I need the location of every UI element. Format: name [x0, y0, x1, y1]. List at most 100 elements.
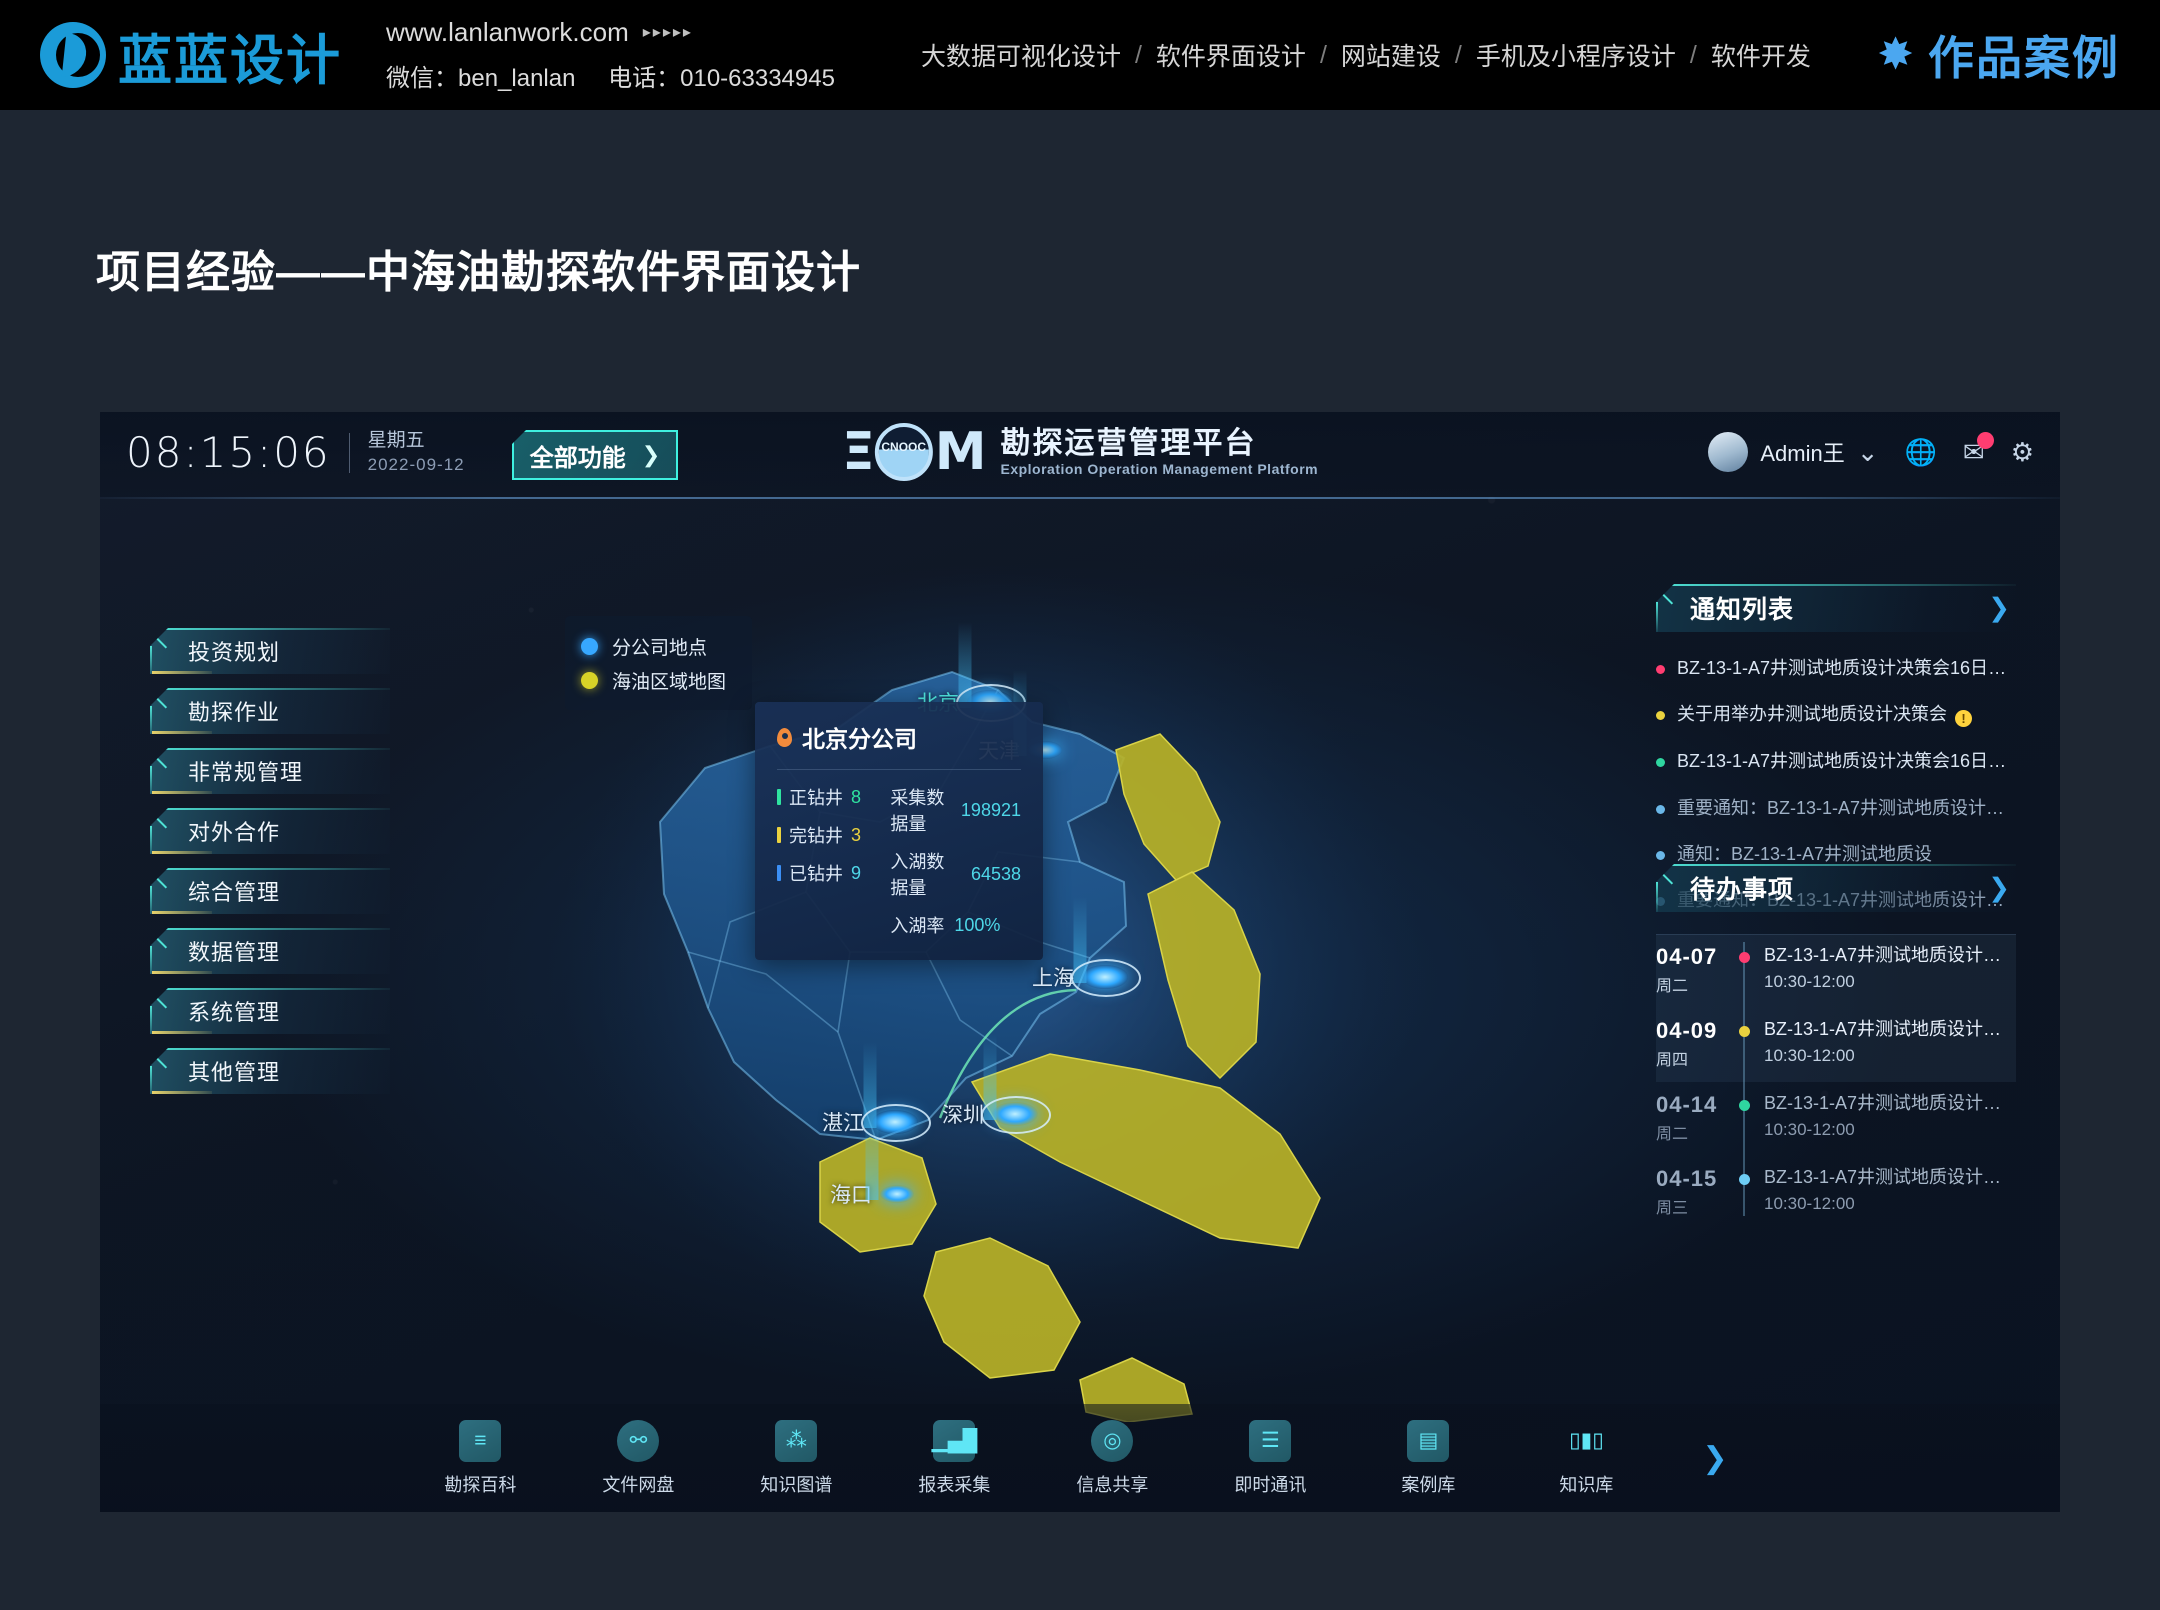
legend-item-branch-location[interactable]: 分公司地点 — [581, 629, 726, 663]
promo-nav-item-3[interactable]: 手机及小程序设计 — [1475, 43, 1676, 71]
website-url[interactable]: www.lanlanwork.com — [386, 17, 629, 47]
legend-item-offshore-region[interactable]: 海油区域地图 — [581, 663, 726, 697]
promo-bar: 蓝蓝设计 www.lanlanwork.com ▸▸▸▸▸ 微信：ben_lan… — [0, 0, 2160, 110]
todo-item[interactable]: 04-07 周二 BZ-13-1-A7井测试地质设计决策会16日 10:30-1… — [1656, 934, 2016, 1008]
tool-information-sharing[interactable]: ◎ 信息共享 — [1064, 1419, 1160, 1497]
well-stats-column: 正钻井 8 完钻井 3 已钻井 9 — [777, 784, 868, 938]
map-city-shanghai[interactable]: 上海 — [1032, 897, 1141, 997]
metric-lake-rate: 入湖率 100% — [890, 912, 1021, 938]
stat-label: 正钻井 — [789, 788, 843, 808]
platform-title-en: Exploration Operation Management Platfor… — [1000, 461, 1319, 478]
todo-date: 04-14 — [1656, 1092, 1718, 1117]
chat-bubble-icon: ◎ — [1091, 1419, 1134, 1462]
chevron-right-icon: ❯ — [641, 442, 661, 467]
all-functions-button[interactable]: 全部功能 ❯ — [512, 430, 678, 480]
todo-list: 04-07 周二 BZ-13-1-A7井测试地质设计决策会16日 10:30-1… — [1656, 934, 2016, 1230]
metric-value: 64538 — [970, 863, 1021, 884]
tool-label: 信息共享 — [1076, 1474, 1149, 1495]
chevron-down-icon[interactable]: ⌄ — [1856, 437, 1879, 467]
promo-nav-item-4[interactable]: 软件开发 — [1710, 43, 1811, 71]
sidebar-item-other-management[interactable]: 其他管理 — [150, 1048, 390, 1094]
city-marker-icon — [861, 1104, 931, 1142]
city-beam-icon — [865, 1114, 879, 1200]
todo-title: 待办事项 — [1690, 876, 1795, 904]
sidebar-item-external-cooperation[interactable]: 对外合作 — [150, 808, 390, 854]
promo-nav-item-0[interactable]: 大数据可视化设计 — [920, 43, 1121, 71]
map-city-zhanjiang[interactable]: 湛江 — [822, 1042, 931, 1142]
notification-item[interactable]: BZ-13-1-A7井测试地质设计决策会16日14点开始NEW — [1656, 656, 2016, 680]
header-user-area: Admin王 ⌄ 🌐 ✉ ⚙ — [1708, 432, 2034, 472]
metric-label: 入湖数据量 — [890, 852, 945, 898]
stat-tick-icon — [777, 789, 781, 805]
notification-item[interactable]: BZ-13-1-A7井测试地质设计决策会16日14点开始! — [1656, 749, 2016, 773]
notification-item[interactable]: 通知：BZ-13-1-A7井测试地质设 — [1656, 842, 2016, 866]
phone-contact: 电话：010-63334945 — [608, 64, 835, 92]
sidebar-item-exploration-operation[interactable]: 勘探作业 — [150, 688, 390, 734]
sidebar-item-comprehensive-management[interactable]: 综合管理 — [150, 868, 390, 914]
todo-weekday: 周三 — [1656, 1200, 1689, 1217]
notifications-panel: 通知列表 ❯ BZ-13-1-A7井测试地质设计决策会16日14点开始NEW 关… — [1656, 584, 2016, 936]
promo-nav-item-2[interactable]: 网站建设 — [1340, 43, 1441, 71]
clock-date: 2022-09-12 — [367, 454, 465, 474]
tool-case-library[interactable]: ▤ 案例库 — [1380, 1419, 1476, 1497]
all-functions-label: 全部功能 — [529, 444, 626, 472]
gear-icon[interactable]: ⚙ — [2010, 437, 2034, 467]
todo-item[interactable]: 04-14 周二 BZ-13-1-A7井测试地质设计决策会 10:30-12:0… — [1656, 1082, 2016, 1156]
document-icon: ≡ — [459, 1419, 502, 1462]
stat-label: 完钻井 — [789, 826, 843, 846]
map-city-label: 深圳 — [942, 1104, 984, 1127]
clock-divider — [348, 432, 350, 473]
city-beam-icon — [1073, 897, 1087, 983]
clock-weekday: 星期五 — [367, 430, 425, 452]
stat-drilling-wells: 正钻井 8 — [777, 784, 868, 810]
todo-weekday: 周二 — [1656, 1126, 1689, 1143]
graph-nodes-icon: ⁂ — [775, 1419, 818, 1462]
tool-report-collection[interactable]: ▁▄█ 报表采集 — [906, 1419, 1002, 1497]
status-dot-icon — [1656, 850, 1665, 860]
mail-icon[interactable]: ✉ — [1963, 432, 1994, 465]
tool-file-disk[interactable]: ⚯ 文件网盘 — [590, 1419, 686, 1497]
tool-knowledge-library[interactable]: ▯▮▯ 知识库 — [1538, 1420, 1634, 1497]
map-city-label: 海口 — [830, 1184, 872, 1207]
lanlan-logo-icon — [40, 22, 106, 88]
notification-item[interactable]: 重要通知：BZ-13-1-A7井测试地质设计决策会16日14... — [1656, 796, 2016, 820]
city-marker-icon — [1071, 959, 1141, 997]
promo-nav-item-1[interactable]: 软件界面设计 — [1155, 43, 1306, 71]
contact-book-icon: ☰ — [1249, 1419, 1292, 1462]
sidebar-item-unconventional-management[interactable]: 非常规管理 — [150, 748, 390, 794]
notification-text: BZ-13-1-A7井测试地质设计决策会16日14点开始 — [1677, 658, 2016, 678]
globe-icon[interactable]: 🌐 — [1904, 437, 1937, 467]
todo-title-text: BZ-13-1-A7井测试地质设计决策会16日... — [1764, 1019, 2016, 1039]
todo-more-icon[interactable]: ❯ — [1988, 872, 2010, 903]
notifications-more-icon[interactable]: ❯ — [1988, 592, 2010, 623]
map-city-shenzhen[interactable]: 深圳 — [942, 1034, 1051, 1134]
contact-block: www.lanlanwork.com ▸▸▸▸▸ 微信：ben_lanlan 电… — [386, 12, 861, 98]
info-card-divider — [777, 769, 1021, 770]
tool-knowledge-graph[interactable]: ⁂ 知识图谱 — [748, 1419, 844, 1497]
sidebar-item-system-management[interactable]: 系统管理 — [150, 988, 390, 1034]
tool-exploration-encyclopedia[interactable]: ≡ 勘探百科 — [432, 1419, 528, 1497]
stat-drilled-wells: 已钻井 9 — [777, 860, 868, 886]
status-dot-icon — [1656, 758, 1665, 768]
legend-dot-icon — [581, 637, 598, 655]
todo-item[interactable]: 04-15 周三 BZ-13-1-A7井测试地质设计决策会 10:30-12:0… — [1656, 1156, 2016, 1230]
tool-label: 案例库 — [1401, 1474, 1456, 1495]
toolbar-next-icon[interactable]: ❯ — [1702, 1441, 1728, 1475]
notifications-list: BZ-13-1-A7井测试地质设计决策会16日14点开始NEW 关于用举办井测试… — [1656, 656, 2016, 912]
bar-chart-icon: ▁▄█ — [931, 1419, 977, 1462]
sidebar-item-label: 系统管理 — [188, 1000, 281, 1025]
user-menu[interactable]: Admin王 ⌄ — [1708, 432, 1879, 472]
timeline-dot-icon — [1738, 1174, 1750, 1185]
bottom-toolbar: ≡ 勘探百科 ⚯ 文件网盘 ⁂ 知识图谱 ▁▄█ 报表采集 ◎ 信息共享 ☰ 即… — [100, 1404, 2060, 1512]
map-city-haikou[interactable]: 海口 — [830, 1114, 914, 1209]
map-city-label: 湛江 — [822, 1112, 864, 1135]
sidebar-item-data-management[interactable]: 数据管理 — [150, 928, 390, 974]
eom-letter-left: Ξ — [841, 422, 875, 482]
cases-badge[interactable]: ✸ 作品案例 — [1877, 22, 2120, 88]
header-divider — [100, 497, 2060, 499]
tool-instant-messaging[interactable]: ☰ 即时通讯 — [1222, 1419, 1318, 1497]
sidebar-item-investment-planning[interactable]: 投资规划 — [150, 628, 390, 674]
notification-item[interactable]: 关于用举办井测试地质设计决策会! — [1656, 702, 2016, 728]
status-dot-icon — [1656, 804, 1665, 814]
todo-item[interactable]: 04-09 周四 BZ-13-1-A7井测试地质设计决策会16日... 10:3… — [1656, 1008, 2016, 1082]
